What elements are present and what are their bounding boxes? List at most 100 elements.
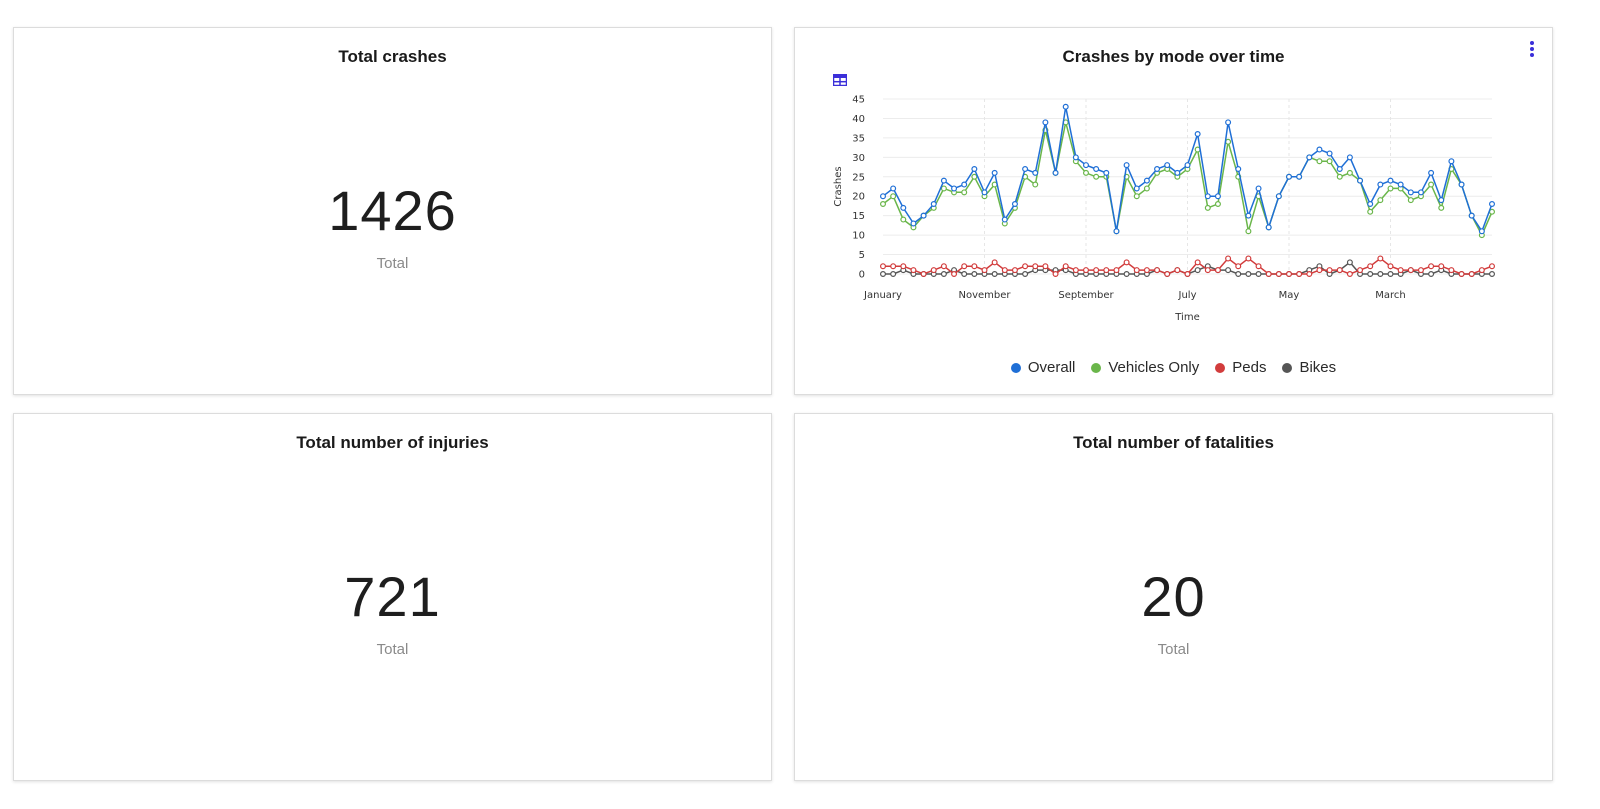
- data-point: [1245, 271, 1252, 278]
- data-point: [1346, 169, 1353, 176]
- x-tick-label: July: [1178, 290, 1197, 301]
- data-point: [1235, 263, 1242, 270]
- data-point: [1093, 166, 1100, 173]
- data-point: [1478, 267, 1485, 274]
- data-point: [930, 267, 937, 274]
- data-point: [1225, 267, 1232, 274]
- data-point: [971, 263, 978, 270]
- table-view-icon[interactable]: [833, 74, 847, 86]
- data-point: [1316, 158, 1323, 165]
- data-point: [1255, 185, 1262, 192]
- data-point: [1042, 263, 1049, 270]
- y-tick-label: 20: [852, 192, 865, 203]
- data-point: [1143, 267, 1150, 274]
- data-point: [1357, 267, 1364, 274]
- y-tick-label: 40: [852, 114, 865, 125]
- data-point: [1367, 263, 1374, 270]
- data-point: [1326, 267, 1333, 274]
- data-point: [1123, 259, 1130, 266]
- total-injuries-card: Total number of injuries 721 Total: [13, 413, 772, 781]
- data-point: [1204, 267, 1211, 274]
- y-tick-label: 10: [852, 231, 865, 242]
- metric-value: 1426: [328, 179, 457, 242]
- data-point: [1062, 263, 1069, 270]
- legend-item-bikes[interactable]: Bikes: [1282, 359, 1336, 376]
- crashes-by-mode-chart-card: Crashes by mode over time 0 5 10 15 20 25 30 35…: [794, 27, 1553, 395]
- data-point: [920, 271, 927, 278]
- data-point: [940, 185, 947, 192]
- metric-label: Total: [376, 255, 409, 272]
- legend-label: Peds: [1232, 359, 1267, 376]
- data-point: [930, 201, 937, 208]
- data-point: [1387, 177, 1394, 184]
- data-point: [1346, 271, 1353, 278]
- data-point: [900, 216, 907, 223]
- data-point: [1072, 267, 1079, 274]
- data-point: [1428, 169, 1435, 176]
- data-point: [1022, 166, 1029, 173]
- data-point: [991, 271, 998, 278]
- legend-label: Vehicles Only: [1108, 359, 1200, 376]
- legend-item-peds[interactable]: Peds: [1215, 359, 1266, 376]
- data-point: [1022, 271, 1029, 278]
- data-point: [1387, 271, 1394, 278]
- data-point: [1255, 263, 1262, 270]
- data-point: [1093, 267, 1100, 274]
- data-point: [890, 193, 897, 200]
- data-point: [1306, 154, 1313, 161]
- data-point: [1113, 267, 1120, 274]
- data-point: [890, 263, 897, 270]
- data-point: [1083, 162, 1090, 169]
- y-tick-label: 30: [852, 153, 865, 164]
- data-point: [991, 259, 998, 266]
- data-point: [940, 177, 947, 184]
- data-point: [1143, 177, 1150, 184]
- data-point: [1164, 162, 1171, 169]
- legend-dot: [1010, 362, 1021, 373]
- data-point: [951, 185, 958, 192]
- data-point: [1133, 193, 1140, 200]
- data-point: [1001, 267, 1008, 274]
- data-point: [1245, 255, 1252, 262]
- data-point: [1103, 267, 1110, 274]
- data-point: [1154, 267, 1161, 274]
- data-point: [1417, 267, 1424, 274]
- data-point: [1083, 267, 1090, 274]
- card-title: Total number of injuries: [296, 433, 489, 452]
- data-point: [1387, 185, 1394, 192]
- legend-item-overall[interactable]: Overall: [1010, 359, 1076, 376]
- x-tick-label: November: [958, 290, 1011, 301]
- legend-label: Bikes: [1299, 359, 1337, 376]
- data-point: [1478, 228, 1485, 235]
- data-point: [1448, 267, 1455, 274]
- data-point: [1488, 271, 1495, 278]
- data-point: [1011, 267, 1018, 274]
- legend-item-vehicles-only[interactable]: Vehicles Only: [1091, 359, 1199, 376]
- card-title: Total number of fatalities: [1073, 433, 1274, 452]
- data-point: [1062, 103, 1069, 110]
- data-point: [1458, 181, 1465, 188]
- data-point: [1265, 224, 1272, 231]
- x-tick-label: September: [1058, 290, 1114, 301]
- data-point: [1225, 255, 1232, 262]
- data-point: [951, 271, 958, 278]
- data-point: [1407, 267, 1414, 274]
- data-point: [1448, 158, 1455, 165]
- y-tick-label: 35: [852, 133, 865, 144]
- data-point: [1407, 189, 1414, 196]
- data-point: [1123, 162, 1130, 169]
- data-point: [879, 201, 886, 208]
- data-point: [1306, 271, 1313, 278]
- kebab-menu-icon[interactable]: [1529, 41, 1535, 59]
- data-point: [1174, 169, 1181, 176]
- data-point: [879, 263, 886, 270]
- data-point: [1387, 263, 1394, 270]
- x-tick-label: January: [863, 290, 902, 301]
- legend-label: Overall: [1027, 359, 1076, 376]
- data-point: [1377, 255, 1384, 262]
- data-point: [1428, 271, 1435, 278]
- metric-label: Total: [1157, 641, 1190, 658]
- data-point: [1103, 169, 1110, 176]
- metric-value: 721: [344, 565, 441, 628]
- legend-dot: [1091, 362, 1102, 373]
